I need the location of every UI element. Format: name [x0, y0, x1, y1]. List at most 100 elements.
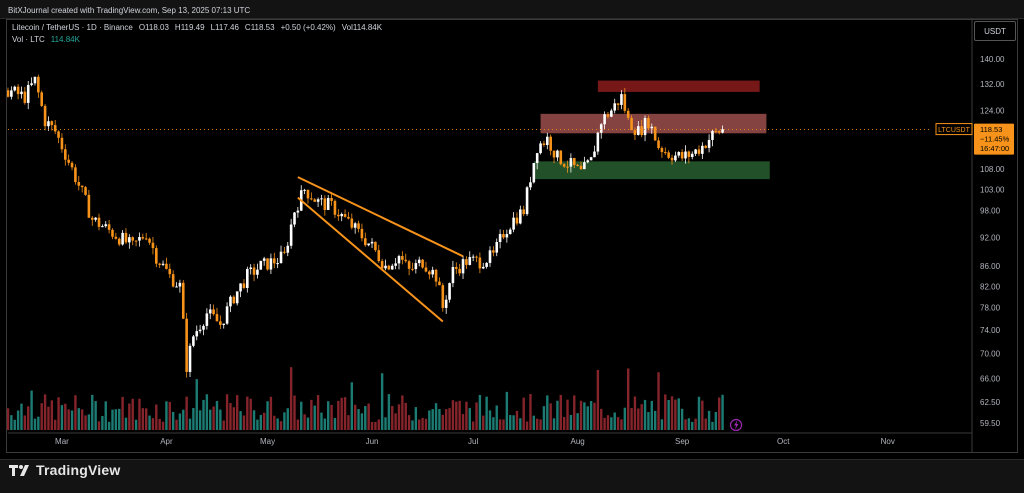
- candle-body[interactable]: [586, 160, 590, 163]
- candle-body[interactable]: [141, 237, 145, 239]
- supply-zone[interactable]: [540, 113, 767, 134]
- candle-body[interactable]: [360, 228, 364, 239]
- candle-body[interactable]: [97, 217, 101, 227]
- candle-body[interactable]: [252, 267, 256, 275]
- candle-body[interactable]: [630, 117, 633, 131]
- candle-body[interactable]: [717, 131, 721, 133]
- candle-body[interactable]: [539, 143, 542, 154]
- candle-body[interactable]: [181, 282, 185, 319]
- candle-body[interactable]: [107, 224, 111, 230]
- candle-body[interactable]: [269, 258, 273, 270]
- candle-body[interactable]: [485, 262, 488, 267]
- candle-body[interactable]: [195, 331, 199, 337]
- candle-body[interactable]: [610, 110, 613, 117]
- candle-body[interactable]: [394, 263, 397, 266]
- candle-body[interactable]: [690, 153, 694, 157]
- candle-body[interactable]: [47, 121, 50, 127]
- candle-body[interactable]: [663, 152, 667, 154]
- candle-body[interactable]: [414, 263, 418, 270]
- candle-body[interactable]: [657, 140, 660, 149]
- candle-body[interactable]: [546, 136, 549, 146]
- candle-body[interactable]: [434, 269, 438, 282]
- candle-body[interactable]: [552, 150, 556, 158]
- price-chart[interactable]: 140.00132.00124.00116.00108.00103.0098.0…: [0, 18, 1024, 458]
- candle-body[interactable]: [101, 226, 104, 228]
- candle-body[interactable]: [249, 267, 252, 270]
- candle-body[interactable]: [246, 269, 249, 288]
- candle-body[interactable]: [239, 283, 242, 292]
- candle-body[interactable]: [155, 248, 158, 264]
- candle-body[interactable]: [603, 114, 606, 125]
- candle-body[interactable]: [161, 263, 165, 265]
- candle-body[interactable]: [134, 240, 138, 242]
- candle-body[interactable]: [650, 126, 654, 129]
- candle-body[interactable]: [168, 268, 172, 275]
- candle-body[interactable]: [488, 250, 492, 263]
- demand-zone[interactable]: [533, 161, 770, 180]
- candle-body[interactable]: [498, 234, 502, 243]
- candle-body[interactable]: [50, 121, 54, 126]
- candle-body[interactable]: [579, 165, 583, 170]
- candle-body[interactable]: [542, 143, 546, 146]
- candle-body[interactable]: [569, 158, 573, 167]
- candle-body[interactable]: [505, 234, 509, 238]
- candle-body[interactable]: [347, 216, 350, 219]
- candle-body[interactable]: [350, 218, 354, 228]
- candle-body[interactable]: [616, 103, 620, 105]
- candle-body[interactable]: [242, 283, 246, 288]
- candle-body[interactable]: [626, 110, 630, 118]
- candle-body[interactable]: [144, 238, 148, 240]
- candle-body[interactable]: [633, 130, 637, 135]
- candle-body[interactable]: [711, 130, 714, 140]
- candle-body[interactable]: [701, 145, 704, 154]
- currency-selector[interactable]: USDT: [974, 21, 1016, 41]
- candle-body[interactable]: [171, 274, 175, 287]
- candle-body[interactable]: [643, 117, 647, 136]
- candle-body[interactable]: [438, 281, 441, 286]
- candle-body[interactable]: [313, 199, 317, 202]
- candle-body[interactable]: [192, 336, 195, 346]
- candle-body[interactable]: [337, 214, 340, 217]
- candle-body[interactable]: [599, 124, 603, 133]
- candle-body[interactable]: [205, 313, 209, 326]
- candle-body[interactable]: [114, 236, 118, 239]
- candle-body[interactable]: [515, 217, 519, 224]
- candle-body[interactable]: [256, 269, 259, 275]
- candle-body[interactable]: [384, 265, 387, 269]
- candle-body[interactable]: [522, 209, 526, 215]
- candle-body[interactable]: [128, 237, 131, 243]
- candle-body[interactable]: [704, 145, 708, 148]
- candle-body[interactable]: [111, 229, 114, 237]
- candle-body[interactable]: [310, 198, 313, 200]
- candle-body[interactable]: [562, 164, 566, 167]
- candle-body[interactable]: [431, 269, 434, 275]
- candle-body[interactable]: [404, 259, 408, 262]
- candle-body[interactable]: [674, 155, 677, 161]
- candle-body[interactable]: [37, 76, 40, 93]
- candle-body[interactable]: [471, 256, 475, 258]
- candle-body[interactable]: [158, 263, 161, 265]
- candle-body[interactable]: [219, 321, 222, 325]
- candle-body[interactable]: [23, 91, 27, 103]
- candle-body[interactable]: [481, 266, 485, 269]
- candle-body[interactable]: [411, 268, 414, 270]
- candle-body[interactable]: [10, 90, 13, 97]
- candle-body[interactable]: [451, 266, 455, 284]
- candle-body[interactable]: [215, 314, 219, 322]
- candle-body[interactable]: [33, 76, 37, 84]
- candle-body[interactable]: [229, 296, 232, 307]
- candle-body[interactable]: [320, 198, 323, 200]
- candle-body[interactable]: [303, 189, 306, 191]
- candle-body[interactable]: [583, 162, 586, 170]
- candle-body[interactable]: [262, 258, 266, 261]
- candle-body[interactable]: [417, 259, 421, 264]
- candle-body[interactable]: [532, 163, 536, 183]
- candle-body[interactable]: [138, 237, 141, 241]
- candle-body[interactable]: [64, 149, 67, 160]
- resistance-zone[interactable]: [597, 80, 760, 92]
- candle-body[interactable]: [468, 257, 472, 265]
- candle-body[interactable]: [60, 137, 64, 150]
- candle-body[interactable]: [387, 265, 391, 270]
- candle-body[interactable]: [316, 199, 320, 202]
- candle-body[interactable]: [40, 92, 44, 106]
